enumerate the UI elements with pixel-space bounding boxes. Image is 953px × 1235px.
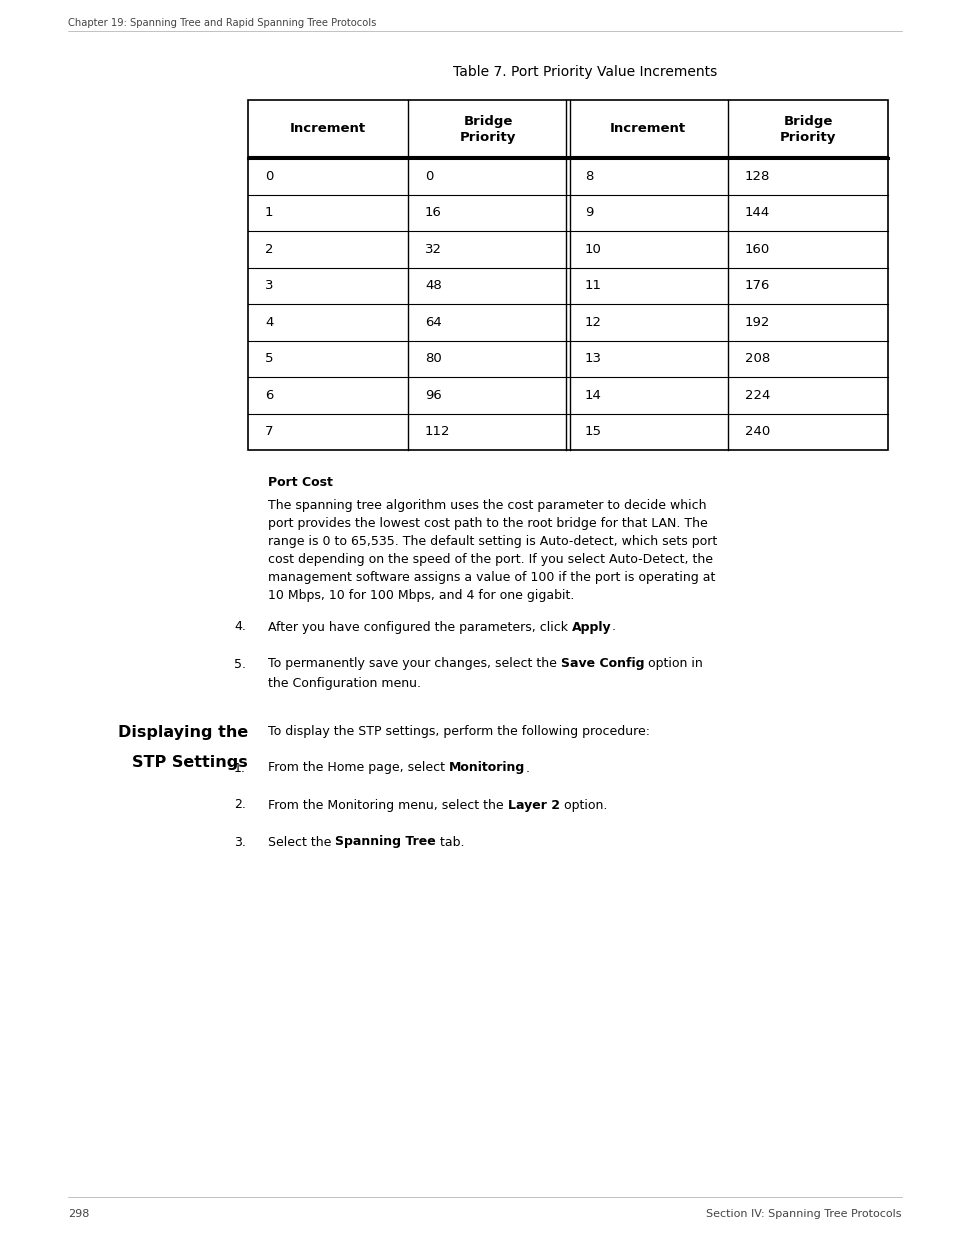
Text: 9: 9 [584,206,593,220]
Text: the Configuration menu.: the Configuration menu. [268,677,420,690]
Text: Apply: Apply [572,620,611,634]
Text: 64: 64 [424,316,441,329]
Text: 8: 8 [584,169,593,183]
Text: Bridge
Priority: Bridge Priority [779,115,836,143]
Text: 192: 192 [744,316,770,329]
Text: 176: 176 [744,279,770,293]
Text: 208: 208 [744,352,769,366]
Text: 3.: 3. [233,836,246,848]
Text: 2: 2 [265,243,274,256]
Text: Layer 2: Layer 2 [507,799,559,811]
Text: option.: option. [559,799,606,811]
Text: To display the STP settings, perform the following procedure:: To display the STP settings, perform the… [268,725,649,739]
Text: From the Home page, select: From the Home page, select [268,762,449,774]
Text: option in: option in [643,657,702,671]
Text: 14: 14 [584,389,601,401]
Text: 12: 12 [584,316,601,329]
Text: .: . [525,762,529,774]
Text: Section IV: Spanning Tree Protocols: Section IV: Spanning Tree Protocols [706,1209,901,1219]
Text: 1.: 1. [233,762,246,774]
Text: Spanning Tree: Spanning Tree [335,836,436,848]
Text: 80: 80 [424,352,441,366]
Text: Save Config: Save Config [560,657,643,671]
Text: Bridge
Priority: Bridge Priority [459,115,516,143]
Text: 10: 10 [584,243,601,256]
Text: 15: 15 [584,425,601,438]
Text: 32: 32 [424,243,441,256]
Text: 5: 5 [265,352,274,366]
Text: Displaying the: Displaying the [117,725,248,741]
Text: From the Monitoring menu, select the: From the Monitoring menu, select the [268,799,507,811]
Text: 112: 112 [424,425,450,438]
Text: 298: 298 [68,1209,90,1219]
Text: Port Cost: Port Cost [268,475,333,489]
Text: Increment: Increment [609,122,685,136]
Text: 128: 128 [744,169,770,183]
Text: 0: 0 [424,169,433,183]
Text: 240: 240 [744,425,769,438]
Text: 5.: 5. [233,657,246,671]
Text: After you have configured the parameters, click: After you have configured the parameters… [268,620,572,634]
Text: tab.: tab. [436,836,464,848]
Text: Increment: Increment [290,122,366,136]
Text: To permanently save your changes, select the: To permanently save your changes, select… [268,657,560,671]
Text: 48: 48 [424,279,441,293]
Text: 13: 13 [584,352,601,366]
Text: 3: 3 [265,279,274,293]
Text: 2.: 2. [233,799,246,811]
Text: Table 7. Port Priority Value Increments: Table 7. Port Priority Value Increments [453,65,717,79]
Bar [248,100,887,450]
Text: 96: 96 [424,389,441,401]
Text: STP Settings: STP Settings [132,756,248,771]
Text: 144: 144 [744,206,769,220]
Text: 224: 224 [744,389,770,401]
Text: The spanning tree algorithm uses the cost parameter to decide which
port provide: The spanning tree algorithm uses the cos… [268,499,717,603]
Text: 1: 1 [265,206,274,220]
Text: 160: 160 [744,243,769,256]
Text: Select the: Select the [268,836,335,848]
Text: .: . [611,620,615,634]
Text: 4.: 4. [233,620,246,634]
Text: Chapter 19: Spanning Tree and Rapid Spanning Tree Protocols: Chapter 19: Spanning Tree and Rapid Span… [68,19,376,28]
Text: Monitoring: Monitoring [449,762,525,774]
Text: 6: 6 [265,389,274,401]
Text: 0: 0 [265,169,274,183]
Text: 16: 16 [424,206,441,220]
Text: 11: 11 [584,279,601,293]
Text: 7: 7 [265,425,274,438]
Text: 4: 4 [265,316,274,329]
